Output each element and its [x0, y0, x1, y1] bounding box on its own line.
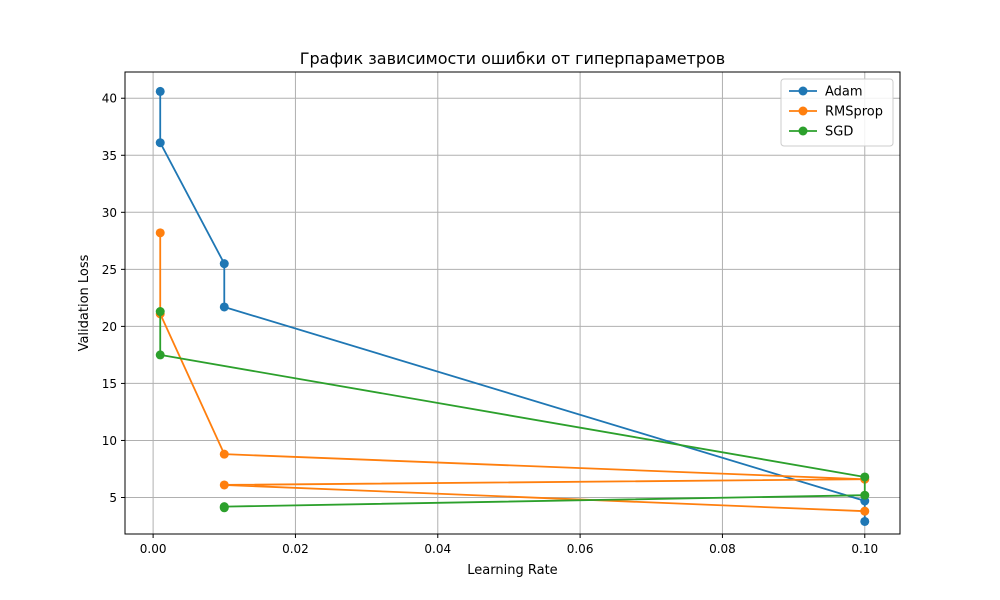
data-point — [860, 490, 870, 500]
legend-marker — [798, 86, 808, 96]
legend-label: RMSprop — [825, 105, 883, 120]
data-point — [155, 228, 165, 238]
legend-label: Adam — [825, 85, 863, 100]
data-point — [155, 350, 165, 360]
data-point — [219, 302, 229, 312]
data-point — [860, 472, 870, 482]
x-tick-label: 0.00 — [140, 542, 167, 556]
data-point — [219, 503, 229, 513]
y-tick-label: 10 — [102, 434, 117, 448]
data-point — [219, 449, 229, 459]
x-tick-label: 0.04 — [424, 542, 451, 556]
y-tick-label: 5 — [109, 491, 117, 505]
chart-title: График зависимости ошибки от гиперпараме… — [300, 49, 725, 68]
plot-frame — [124, 71, 901, 535]
grid — [125, 72, 900, 534]
y-tick-label: 25 — [102, 263, 117, 277]
series-line — [159, 232, 866, 513]
legend-marker — [798, 126, 808, 136]
series-adam — [155, 86, 870, 526]
data-point — [155, 138, 165, 148]
data-point — [155, 86, 165, 96]
y-tick-label: 40 — [102, 92, 117, 106]
x-tick-label: 0.06 — [567, 542, 594, 556]
x-tick-label: 0.02 — [282, 542, 309, 556]
legend-marker — [798, 106, 808, 116]
data-point — [860, 506, 870, 516]
data-point — [219, 480, 229, 490]
series-lines — [155, 86, 870, 526]
y-axis-label: Validation Loss — [77, 254, 92, 351]
y-tick-label: 30 — [102, 206, 117, 220]
y-tick-label: 20 — [102, 320, 117, 334]
data-point — [860, 516, 870, 526]
legend-box — [780, 78, 894, 147]
x-tick-label: 0.10 — [851, 542, 878, 556]
x-axis-label: Learning Rate — [467, 563, 557, 578]
series-rmsprop — [155, 228, 870, 516]
series-sgd — [155, 307, 870, 513]
y-tick-label: 35 — [102, 149, 117, 163]
legend: Adam RMSprop SGD — [780, 78, 894, 147]
y-tick-label: 15 — [102, 377, 117, 391]
data-point — [155, 307, 165, 317]
legend-label: SGD — [825, 125, 853, 140]
x-tick-label: 0.08 — [709, 542, 736, 556]
data-point — [219, 259, 229, 269]
axis-ticks: 0.00 0.02 0.04 0.06 0.08 0.10 5 10 15 20 25 30 35 40 — [102, 92, 878, 556]
